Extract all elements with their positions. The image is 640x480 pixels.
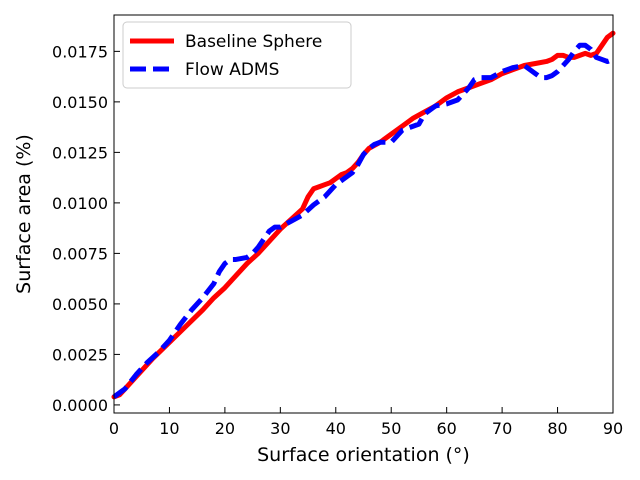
x-tick-label: 40 bbox=[326, 419, 346, 438]
x-tick-label: 70 bbox=[492, 419, 512, 438]
y-tick-label: 0.0100 bbox=[52, 194, 108, 213]
series-line-0 bbox=[111, 30, 616, 400]
y-tick-label: 0.0175 bbox=[52, 42, 108, 61]
y-tick-label: 0.0025 bbox=[52, 345, 108, 364]
x-tick-label: 50 bbox=[381, 419, 401, 438]
y-tick-label: 0.0050 bbox=[52, 295, 108, 314]
x-tick-label: 20 bbox=[215, 419, 235, 438]
x-tick-label: 0 bbox=[109, 419, 119, 438]
y-tick-label: 0.0000 bbox=[52, 396, 108, 415]
series-layer bbox=[111, 30, 616, 400]
legend-label-flow-adms: Flow ADMS bbox=[185, 60, 279, 80]
x-axis: 0 10 20 30 40 50 60 70 80 90 bbox=[109, 407, 623, 438]
series-line-1 bbox=[112, 42, 614, 399]
y-tick-label: 0.0125 bbox=[52, 143, 108, 162]
x-tick-label: 90 bbox=[603, 419, 623, 438]
x-tick-label: 10 bbox=[159, 419, 179, 438]
legend: Baseline Sphere Flow ADMS bbox=[122, 21, 352, 89]
plot-frame bbox=[113, 14, 614, 414]
x-tick-label: 30 bbox=[270, 419, 290, 438]
x-tick-label: 60 bbox=[436, 419, 456, 438]
x-tick-label: 80 bbox=[547, 419, 567, 438]
y-axis-label: Surface area (%) bbox=[13, 134, 35, 294]
y-tick-label: 0.0075 bbox=[52, 244, 108, 263]
y-axis: 0.0000 0.0025 0.0050 0.0075 0.0100 0.0125 0.01… bbox=[52, 42, 120, 415]
legend-label-baseline-sphere: Baseline Sphere bbox=[185, 32, 322, 52]
y-tick-label: 0.0150 bbox=[52, 93, 108, 112]
x-axis-label: Surface orientation (°) bbox=[257, 444, 470, 466]
legend-box bbox=[122, 21, 352, 89]
